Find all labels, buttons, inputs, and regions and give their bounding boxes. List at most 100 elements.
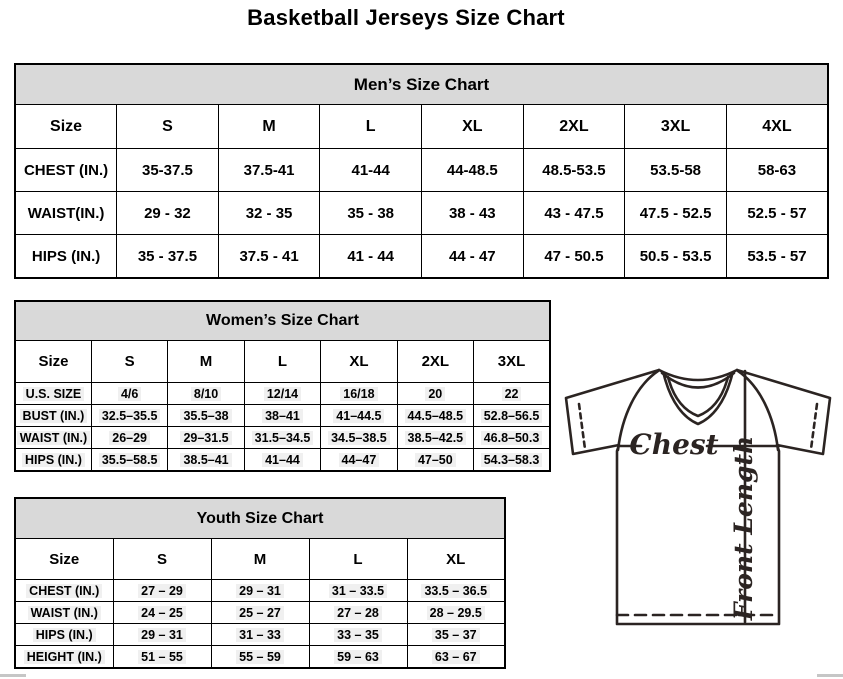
size-value-cell: 4/6 [90,382,169,405]
column-header-cell: XL [421,104,524,149]
size-value-cell: 47 - 50.5 [522,234,626,279]
size-value-cell: 38 - 43 [421,191,524,235]
size-value-cell: 55 – 59 [210,645,310,669]
column-header-cell: S [116,104,219,149]
size-value-cell: 35.5–38 [167,404,245,427]
row-label: HIPS (IN.) [14,623,114,646]
size-value-cell: 44-48.5 [421,148,524,192]
size-value-cell: 31 – 33.5 [308,579,408,602]
table-row: U.S. SIZE 4/6 8/10 12/14 16/18 20 22 [14,382,551,405]
size-value-cell: 37.5-41 [217,148,321,192]
youth-table-title: Youth Size Chart [14,497,506,539]
size-value-cell: 24 – 25 [112,601,212,624]
youth-title-row: Youth Size Chart [14,497,506,539]
size-value-cell: 28 – 29.5 [406,601,506,624]
mens-size-chart-table: Men’s Size Chart Size S M L XL 2XL 3XL 4XL CHES… [14,63,829,279]
size-value-cell: 41–44 [243,448,322,472]
size-value-cell: 44 - 47 [421,234,524,279]
size-value-cell: 22 [473,382,551,405]
size-value-cell: 47–50 [396,448,475,472]
column-header-cell: M [167,340,245,383]
column-header-cell: 2XL [522,104,626,149]
womens-column-header-row: Size S M L XL 2XL 3XL [14,340,551,383]
size-value-cell: 33.5 – 36.5 [406,579,506,602]
size-value-cell: 29 - 32 [116,191,219,235]
jersey-cuff-dashes-left [577,402,587,451]
size-value-cell: 35 - 38 [319,191,422,235]
table-row: CHEST (IN.) 35-37.5 37.5-41 41-44 44-48.5 48.… [14,148,829,192]
jersey-cuff-dashes-right [809,402,819,451]
table-row: HIPS (IN.) 35 - 37.5 37.5 - 41 41 - 44 44 - … [14,234,829,279]
row-label: HIPS (IN.) [14,234,118,279]
size-value-cell: 53.5-58 [624,148,727,192]
row-label: CHEST (IN.) [14,148,118,192]
size-value-cell: 41 - 44 [319,234,422,279]
column-header-cell: XL [406,538,506,580]
size-value-cell: 33 – 35 [308,623,408,646]
size-value-cell: 51 – 55 [112,645,212,669]
column-header-cell: L [319,104,422,149]
size-value-cell: 52.8–56.5 [473,404,551,427]
mens-title-row: Men’s Size Chart [14,63,829,105]
table-row: HIPS (IN.) 29 – 31 31 – 33 33 – 35 35 – 37 [14,623,506,646]
jersey-armhole-left [616,369,660,452]
size-value-cell: 29–31.5 [167,426,245,449]
womens-table-body: U.S. SIZE 4/6 8/10 12/14 16/18 20 22 BUST (IN.)… [14,382,551,472]
row-label: BUST (IN.) [14,404,92,427]
row-label: CHEST (IN.) [14,579,114,602]
row-label: WAIST (IN.) [14,601,114,624]
size-value-cell: 35-37.5 [116,148,219,192]
size-value-cell: 29 – 31 [210,579,310,602]
size-value-cell: 48.5-53.5 [522,148,626,192]
size-value-cell: 16/18 [320,382,398,405]
womens-size-chart-table: Women’s Size Chart Size S M L XL 2XL 3XL U.S. … [14,300,551,472]
size-value-cell: 35 – 37 [406,623,506,646]
scrollbar-fragment-left[interactable] [0,674,26,677]
mens-table-body: CHEST (IN.) 35-37.5 37.5-41 41-44 44-48.5 48.… [14,148,829,279]
size-value-cell: 63 – 67 [406,645,506,669]
page-title: Basketball Jerseys Size Chart [247,5,565,30]
size-value-cell: 8/10 [167,382,245,405]
size-value-cell: 35 - 37.5 [116,234,219,279]
youth-column-header-row: Size S M L XL [14,538,506,580]
scrollbar-fragment-right[interactable] [817,674,843,677]
jersey-vneck-inner [666,375,730,418]
column-header-cell: 3XL [473,340,551,383]
column-header-cell: S [112,538,212,580]
size-value-cell: 34.5–38.5 [320,426,398,449]
column-header-cell: M [217,104,321,149]
column-header-cell: L [308,538,408,580]
jersey-neck-opening [657,368,739,382]
size-value-cell: 26–29 [90,426,169,449]
column-header-cell: S [90,340,169,383]
row-label: WAIST (IN.) [14,426,92,449]
size-value-cell: 27 – 28 [308,601,408,624]
size-value-cell: 31 – 33 [210,623,310,646]
size-value-cell: 32 - 35 [217,191,321,235]
chest-label: Chest [629,428,718,461]
size-value-cell: 41–44.5 [320,404,398,427]
front-length-label: Front Length [729,436,758,621]
size-header-cell: Size [14,538,114,580]
size-value-cell: 27 – 29 [112,579,212,602]
column-header-cell: 2XL [396,340,475,383]
column-header-cell: L [243,340,322,383]
table-row: BUST (IN.) 32.5–35.5 35.5–38 38–41 41–44.5 44… [14,404,551,427]
table-row: HIPS (IN.) 35.5–58.5 38.5–41 41–44 44–47 47–5… [14,448,551,472]
row-label: HIPS (IN.) [14,448,92,472]
column-header-cell: M [210,538,310,580]
size-value-cell: 43 - 47.5 [522,191,626,235]
size-value-cell: 53.5 - 57 [725,234,829,279]
size-value-cell: 38.5–41 [167,448,245,472]
size-value-cell: 29 – 31 [112,623,212,646]
table-row: CHEST (IN.) 27 – 29 29 – 31 31 – 33.5 33.5 –… [14,579,506,602]
size-value-cell: 32.5–35.5 [90,404,169,427]
youth-table-body: CHEST (IN.) 27 – 29 29 – 31 31 – 33.5 33.5 –… [14,579,506,669]
jersey-measurement-diagram: Chest Front Length [564,368,832,626]
row-label: U.S. SIZE [14,382,92,405]
size-value-cell: 44–47 [320,448,398,472]
table-row: WAIST (IN.) 26–29 29–31.5 31.5–34.5 34.5–38.… [14,426,551,449]
jersey-outline [564,368,832,626]
size-value-cell: 31.5–34.5 [243,426,322,449]
